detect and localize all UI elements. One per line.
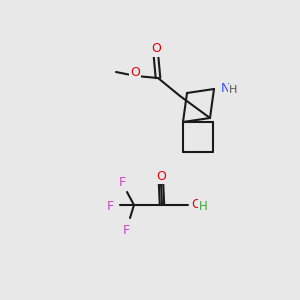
- Text: O: O: [151, 43, 161, 56]
- Text: N: N: [221, 82, 230, 95]
- Text: F: F: [122, 224, 130, 236]
- Text: O: O: [191, 197, 201, 211]
- Text: O: O: [130, 67, 140, 80]
- Text: F: F: [106, 200, 114, 214]
- Text: H: H: [199, 200, 208, 212]
- Text: O: O: [156, 169, 166, 182]
- Text: H: H: [229, 85, 237, 95]
- Text: F: F: [118, 176, 126, 190]
